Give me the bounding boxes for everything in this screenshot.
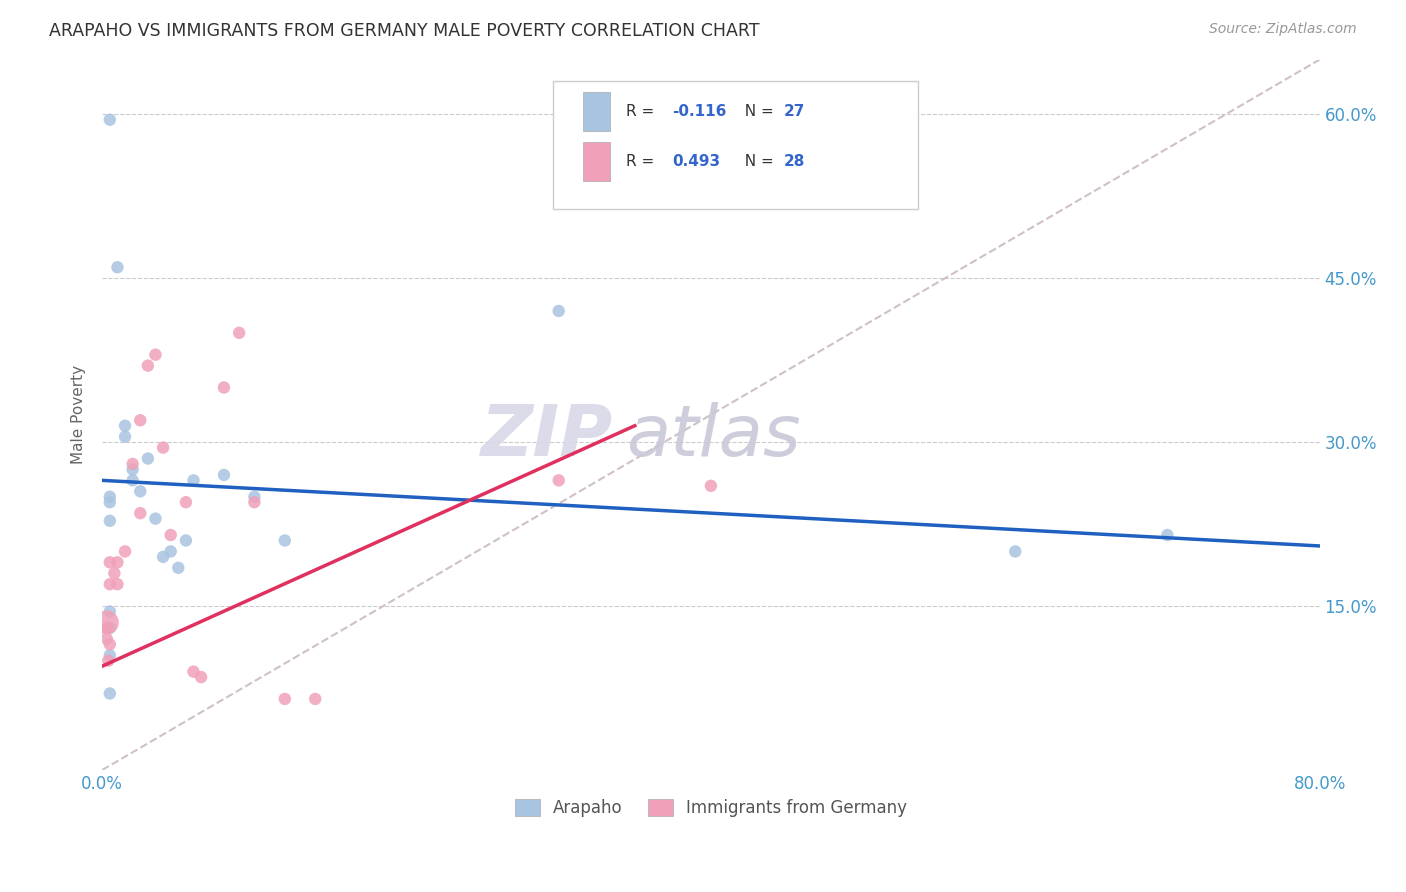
Point <box>145 348 167 362</box>
FancyBboxPatch shape <box>583 142 610 181</box>
Point <box>107 260 129 275</box>
Y-axis label: Male Poverty: Male Poverty <box>72 365 86 465</box>
Point <box>96 621 118 635</box>
Point <box>98 112 121 127</box>
Point <box>304 692 326 706</box>
Point <box>183 665 205 679</box>
Point <box>174 495 197 509</box>
Point <box>103 566 125 581</box>
Text: N =: N = <box>735 154 779 169</box>
Point <box>107 555 129 569</box>
Point <box>129 506 152 520</box>
Point <box>121 474 143 488</box>
Text: 27: 27 <box>785 104 806 120</box>
Point <box>98 577 121 591</box>
Point <box>274 533 297 548</box>
Point <box>98 686 121 700</box>
Text: Source: ZipAtlas.com: Source: ZipAtlas.com <box>1209 22 1357 37</box>
Point <box>183 474 205 488</box>
Point <box>274 692 297 706</box>
Point <box>96 615 118 630</box>
Point <box>1156 528 1178 542</box>
Legend: Arapaho, Immigrants from Germany: Arapaho, Immigrants from Germany <box>506 791 915 826</box>
Point <box>243 490 266 504</box>
Point <box>98 490 121 504</box>
Point <box>98 514 121 528</box>
Point <box>152 549 174 564</box>
Point <box>96 632 118 646</box>
Point <box>167 561 190 575</box>
Point <box>98 648 121 663</box>
Text: 28: 28 <box>785 154 806 169</box>
Text: ZIP: ZIP <box>481 401 613 471</box>
Point <box>114 544 136 558</box>
Point <box>136 359 159 373</box>
Point <box>98 621 121 635</box>
Text: ARAPAHO VS IMMIGRANTS FROM GERMANY MALE POVERTY CORRELATION CHART: ARAPAHO VS IMMIGRANTS FROM GERMANY MALE … <box>49 22 759 40</box>
Point <box>228 326 250 340</box>
Text: atlas: atlas <box>626 401 800 471</box>
Text: 0.493: 0.493 <box>672 154 720 169</box>
Point <box>1004 544 1026 558</box>
Point <box>107 577 129 591</box>
Point <box>129 413 152 427</box>
Point <box>98 637 121 651</box>
Point <box>159 544 181 558</box>
Point <box>98 495 121 509</box>
Point <box>98 605 121 619</box>
Point <box>174 533 197 548</box>
Point <box>547 304 569 318</box>
Text: -0.116: -0.116 <box>672 104 727 120</box>
Point <box>121 462 143 476</box>
Text: R =: R = <box>626 154 659 169</box>
Point <box>97 654 120 668</box>
Point <box>190 670 212 684</box>
Point <box>145 511 167 525</box>
Point <box>114 430 136 444</box>
Text: R =: R = <box>626 104 659 120</box>
Point <box>98 555 121 569</box>
Point <box>114 418 136 433</box>
Point <box>243 495 266 509</box>
Point <box>152 441 174 455</box>
Point <box>129 484 152 499</box>
Point <box>159 528 181 542</box>
Point <box>700 479 723 493</box>
Point <box>121 457 143 471</box>
FancyBboxPatch shape <box>553 81 918 209</box>
FancyBboxPatch shape <box>583 92 610 131</box>
Point <box>547 474 569 488</box>
Point <box>136 451 159 466</box>
Text: N =: N = <box>735 104 779 120</box>
Point <box>212 467 235 482</box>
Point <box>212 380 235 394</box>
